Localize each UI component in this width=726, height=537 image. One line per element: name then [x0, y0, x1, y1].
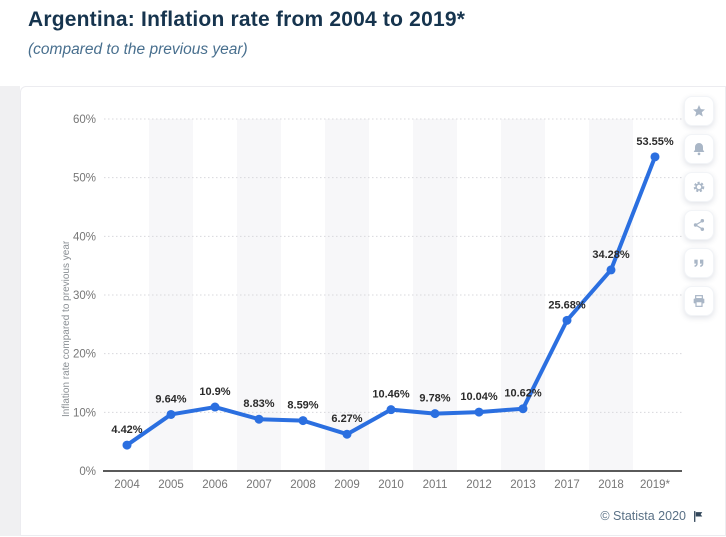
chart-footer: © Statista 2020 [600, 509, 705, 523]
data-point[interactable] [430, 409, 440, 419]
data-point[interactable] [474, 407, 484, 417]
data-point[interactable] [606, 265, 616, 275]
printer-icon [691, 293, 707, 309]
page-subtitle: (compared to the previous year) [28, 41, 248, 58]
data-point[interactable] [386, 405, 396, 415]
data-point[interactable] [518, 404, 528, 414]
data-point[interactable] [298, 416, 308, 426]
x-tick-label: 2013 [510, 479, 536, 491]
data-point-label: 10.62% [504, 388, 542, 400]
data-point-label: 9.64% [155, 393, 186, 405]
x-tick-label: 2004 [114, 479, 140, 491]
copyright-link[interactable]: © Statista 2020 [600, 509, 686, 523]
y-axis-title: Inflation rate compared to previous year [61, 240, 72, 417]
data-point[interactable] [166, 409, 176, 419]
alt-band [589, 119, 633, 471]
chart-card: 0% 10% 20% 30% 40% 50% 60% 2004 2005 2006 2007 2008… [20, 86, 726, 536]
data-point-label: 25.68% [548, 299, 586, 311]
data-point-label: 10.9% [199, 386, 230, 398]
bell-icon [691, 141, 707, 157]
y-tick-label: 50% [73, 173, 96, 185]
data-point[interactable] [122, 440, 132, 450]
alt-band [413, 119, 457, 471]
chart-toolbar [684, 96, 714, 324]
x-tick-label: 2008 [290, 479, 316, 491]
data-point[interactable] [342, 429, 352, 439]
inflation-line-chart: 0% 10% 20% 30% 40% 50% 60% 2004 2005 2006 2007 2008… [73, 114, 682, 491]
star-icon [691, 103, 707, 119]
data-point-label: 9.78% [419, 393, 450, 405]
data-point-label: 6.27% [331, 413, 362, 425]
flag-icon[interactable] [692, 510, 705, 523]
x-tick-label: 2017 [554, 479, 580, 491]
y-tick-label: 60% [73, 114, 96, 126]
x-tick-label: 2006 [202, 479, 228, 491]
y-tick-label: 30% [73, 290, 96, 302]
cite-button[interactable] [684, 248, 714, 278]
x-tick-label: 2010 [378, 479, 404, 491]
gear-icon [691, 179, 707, 195]
y-tick-label: 10% [73, 407, 96, 419]
page-gutter [0, 86, 20, 536]
print-button[interactable] [684, 286, 714, 316]
settings-button[interactable] [684, 172, 714, 202]
x-tick-label: 2011 [423, 479, 448, 491]
x-tick-label: 2012 [466, 479, 492, 491]
alt-band [501, 119, 545, 471]
data-point[interactable] [562, 315, 572, 325]
share-icon [691, 217, 707, 233]
x-tick-label: 2005 [158, 479, 184, 491]
data-point[interactable] [210, 402, 220, 412]
data-point-label: 8.59% [287, 400, 318, 412]
x-tick-label: 2009 [334, 479, 360, 491]
chart-header: Argentina: Inflation rate from 2004 to 2… [28, 0, 726, 59]
data-point-label: 8.83% [243, 398, 274, 410]
data-point-label: 53.55% [636, 136, 674, 148]
x-tick-label: 2019* [640, 479, 671, 491]
data-point-label: 4.42% [111, 424, 142, 436]
share-button[interactable] [684, 210, 714, 240]
y-tick-label: 20% [73, 349, 96, 361]
quote-icon [691, 255, 707, 271]
page-title: Argentina: Inflation rate from 2004 to 2… [28, 8, 466, 31]
favorite-button[interactable] [684, 96, 714, 126]
alerts-button[interactable] [684, 134, 714, 164]
x-tick-label: 2018 [598, 479, 624, 491]
x-tick-label: 2007 [246, 479, 272, 491]
data-point-label: 34.28% [592, 249, 630, 261]
data-point[interactable] [254, 414, 264, 424]
data-point-label: 10.46% [372, 389, 410, 401]
data-point-label: 10.04% [460, 391, 498, 403]
y-tick-label: 0% [79, 466, 96, 478]
y-tick-label: 40% [73, 231, 96, 243]
data-point[interactable] [650, 152, 660, 162]
